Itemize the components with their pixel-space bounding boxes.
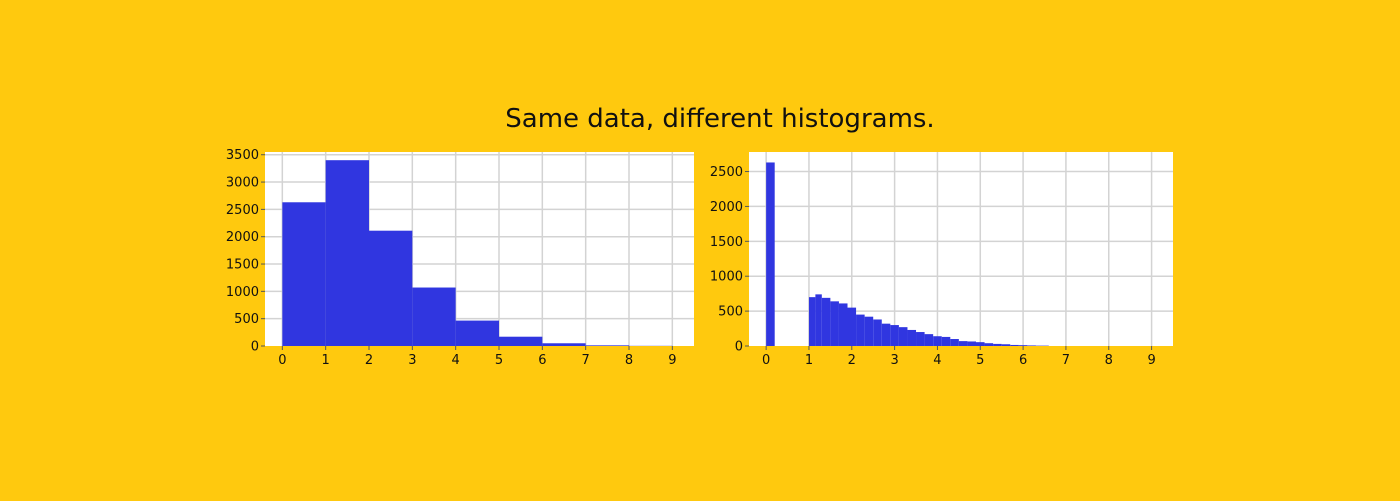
histogram-bar bbox=[1010, 344, 1019, 346]
y-tick-label: 2000 bbox=[226, 230, 259, 245]
x-tick-label: 0 bbox=[278, 353, 286, 368]
x-tick-label: 7 bbox=[1062, 353, 1070, 368]
y-tick-label: 1000 bbox=[226, 285, 259, 300]
y-tick-label: 3500 bbox=[226, 148, 259, 163]
histogram-bar bbox=[1001, 344, 1011, 346]
histogram-bar bbox=[821, 297, 831, 346]
histogram-bar bbox=[873, 319, 882, 346]
histogram-bar bbox=[856, 314, 865, 346]
x-tick-label: 6 bbox=[1019, 353, 1027, 368]
histogram-bar bbox=[412, 287, 456, 346]
x-tick-label: 8 bbox=[625, 353, 633, 368]
histogram-bar bbox=[881, 323, 891, 346]
figure-title: Same data, different histograms. bbox=[505, 104, 935, 134]
x-tick-label: 1 bbox=[322, 353, 330, 368]
y-tick-label: 1000 bbox=[710, 270, 743, 285]
x-tick-label: 2 bbox=[848, 353, 856, 368]
x-tick-label: 0 bbox=[762, 353, 770, 368]
histogram-2: 0 1 2 3 4 5 6 7 8 9 0 500 1000 1500 2000 2500 bbox=[710, 152, 1173, 368]
x-tick-label: 5 bbox=[495, 353, 503, 368]
y-tick-label: 500 bbox=[718, 305, 743, 320]
histogram-bar bbox=[950, 339, 959, 346]
y-tick-label: 2500 bbox=[226, 203, 259, 218]
histogram-bar bbox=[993, 343, 1002, 346]
x-tick-label: 2 bbox=[365, 353, 373, 368]
histogram-bar bbox=[1018, 345, 1028, 346]
x-tick-label: 3 bbox=[890, 353, 898, 368]
histogram-1: 0 1 2 3 4 5 6 7 8 9 0 500 1000 1500 2000 2500 3000 3500 bbox=[226, 148, 694, 368]
x-tick-label: 6 bbox=[538, 353, 546, 368]
histogram-bar bbox=[282, 202, 326, 346]
x-tick-label: 3 bbox=[408, 353, 416, 368]
histogram-bar bbox=[1027, 345, 1036, 346]
histogram-bar bbox=[585, 345, 629, 346]
histogram-bar bbox=[967, 341, 976, 346]
y-tick-label: 1500 bbox=[226, 258, 259, 273]
y-tick-label: 0 bbox=[735, 340, 743, 355]
y-tick-label: 3000 bbox=[226, 176, 259, 191]
histogram-bar bbox=[864, 316, 874, 346]
y-tick-label: 500 bbox=[234, 312, 259, 327]
histogram-bar bbox=[815, 294, 822, 346]
histogram-bar bbox=[975, 342, 985, 346]
histogram-bar bbox=[455, 320, 499, 346]
histogram-bar bbox=[924, 334, 934, 346]
y-tick-label: 2500 bbox=[710, 165, 743, 180]
x-tick-label: 8 bbox=[1105, 353, 1113, 368]
x-tick-label: 1 bbox=[805, 353, 813, 368]
histogram-bar bbox=[898, 327, 908, 346]
y-tick-label: 2000 bbox=[710, 200, 743, 215]
histogram-bar bbox=[890, 325, 899, 346]
histogram-bar bbox=[941, 336, 951, 346]
histogram-bar bbox=[984, 343, 994, 346]
histogram-bar bbox=[907, 329, 917, 346]
histogram-bar bbox=[916, 332, 925, 346]
histogram-bar bbox=[325, 160, 369, 346]
histogram-bar bbox=[830, 301, 839, 346]
histogram-bar bbox=[838, 303, 848, 346]
x-tick-label: 9 bbox=[1147, 353, 1155, 368]
histogram-bar bbox=[808, 297, 816, 346]
histogram-bar bbox=[766, 162, 775, 346]
x-tick-label: 4 bbox=[933, 353, 941, 368]
histogram-bar bbox=[499, 336, 543, 346]
histogram-bar bbox=[369, 230, 413, 346]
x-tick-label: 9 bbox=[668, 353, 676, 368]
histogram-bar bbox=[933, 336, 942, 346]
y-tick-label: 1500 bbox=[710, 235, 743, 250]
x-tick-label: 7 bbox=[582, 353, 590, 368]
x-tick-label: 4 bbox=[452, 353, 460, 368]
histogram-bar bbox=[958, 341, 968, 346]
x-tick-label: 5 bbox=[976, 353, 984, 368]
histogram-bar bbox=[847, 307, 857, 346]
y-tick-label: 0 bbox=[251, 340, 259, 355]
histogram-bar bbox=[542, 343, 586, 346]
